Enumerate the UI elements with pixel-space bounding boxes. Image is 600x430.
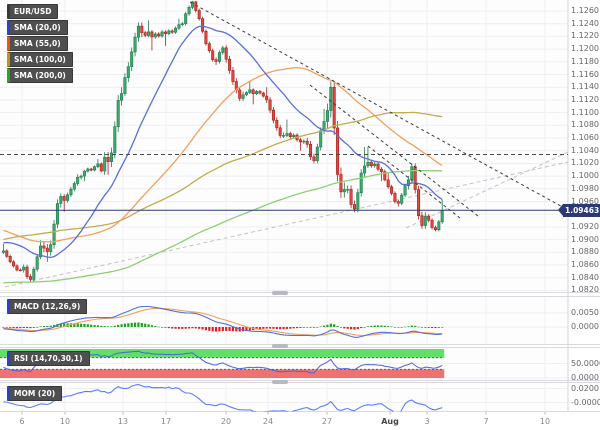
- price-axis-label: 1.1060: [571, 133, 599, 142]
- panel-drag-handle[interactable]: [272, 343, 288, 348]
- current-price-tag: 1.09463: [557, 204, 600, 217]
- legend-sma-20[interactable]: SMA (20,0): [7, 20, 68, 35]
- symbol-badge[interactable]: EUR/USD: [7, 4, 59, 19]
- indicator-axis-label: 0.0000: [571, 322, 599, 331]
- price-axis-label: 1.0960: [571, 196, 599, 206]
- date-axis-label: 17: [160, 417, 172, 426]
- date-axis-label: 13: [117, 417, 129, 426]
- rsi-indicator-badge[interactable]: RSI (14,70,30,1): [7, 351, 90, 366]
- date-axis-label: 6: [19, 417, 25, 426]
- date-axis-label: 3: [424, 417, 430, 426]
- price-axis-label: 1.1240: [571, 18, 599, 28]
- price-axis-label: 1.1080: [571, 120, 599, 130]
- price-axis-label: 1.0880: [571, 247, 599, 257]
- date-axis-label: 20: [220, 417, 232, 426]
- price-axis-label: 1.1220: [571, 31, 599, 41]
- date-axis-label: 24: [262, 417, 274, 426]
- date-axis-label: 27: [321, 417, 333, 426]
- price-axis-label: 1.0820: [571, 285, 599, 295]
- price-axis-label: 1.1100: [571, 107, 599, 117]
- legend-sma-100[interactable]: SMA (100,0): [7, 52, 73, 67]
- price-axis-label: 1.1180: [571, 56, 599, 66]
- price-axis-label: 1.1120: [571, 94, 599, 104]
- indicator-axis-label: 0.0050: [571, 308, 599, 317]
- price-axis-label: 1.1040: [571, 145, 599, 155]
- price-axis-label: 1.0840: [571, 272, 599, 282]
- panel-drag-handle[interactable]: [272, 291, 288, 295]
- price-axis-label: 1.1160: [571, 69, 599, 79]
- indicator-axis-label: -0.0000: [571, 397, 600, 407]
- indicator-axis-label: 0.0200: [571, 383, 599, 393]
- price-axis-label: 1.0920: [571, 221, 599, 231]
- panel-drag-handle[interactable]: [272, 379, 288, 384]
- price-axis-label: 1.1200: [571, 44, 599, 54]
- date-axis-label: Aug: [381, 417, 399, 426]
- legend-sma-200[interactable]: SMA (200,0): [7, 68, 73, 83]
- price-axis-label: 1.1260: [571, 6, 599, 15]
- date-axis-label: 10: [59, 417, 71, 426]
- price-axis-label: 1.1140: [571, 82, 599, 92]
- indicator-axis-label: 50.0000: [571, 358, 600, 368]
- price-axis-label: 1.0900: [571, 234, 599, 244]
- price-axis-label: 1.1020: [571, 158, 599, 168]
- mom-indicator-badge[interactable]: MOM (20): [7, 386, 63, 401]
- price-axis-label: 1.1000: [571, 171, 599, 181]
- legend-sma-55[interactable]: SMA (55,0): [7, 36, 68, 51]
- date-axis-label: 7: [483, 417, 489, 426]
- price-axis-label: 1.0980: [571, 183, 599, 193]
- date-axis-label: 10: [539, 417, 551, 426]
- price-axis-label: 1.0860: [571, 260, 599, 269]
- macd-indicator-badge[interactable]: MACD (12,26,9): [7, 299, 88, 314]
- indicator-axis-label: 0.0000: [571, 373, 599, 382]
